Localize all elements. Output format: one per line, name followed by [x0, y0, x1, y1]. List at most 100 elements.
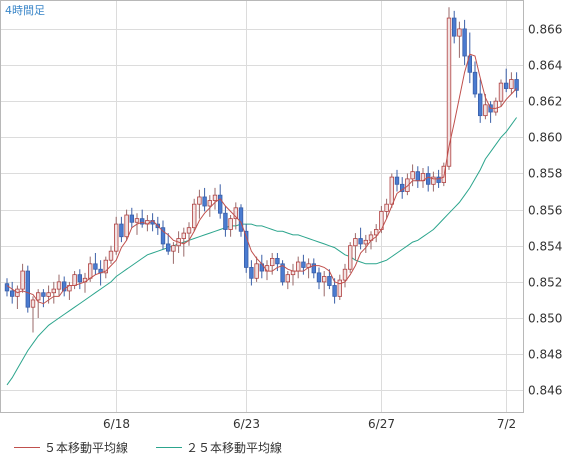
candle: [20, 263, 25, 293]
candle: [77, 269, 82, 290]
candle: [25, 265, 30, 313]
candle: [316, 267, 322, 290]
candle: [477, 79, 483, 123]
candle: [202, 187, 207, 212]
candle: [124, 209, 129, 241]
candle: [197, 189, 202, 219]
candle-body-down: [514, 79, 519, 91]
candle: [41, 289, 46, 308]
candle: [514, 72, 519, 98]
candle: [342, 263, 348, 288]
candle-body-up: [254, 263, 259, 279]
y-tick-label: 0.846: [528, 384, 562, 398]
candle-body-down: [93, 263, 98, 270]
candle-body-down: [238, 207, 244, 232]
candle-body-down: [462, 28, 467, 57]
candle: [129, 207, 134, 228]
candle: [171, 242, 176, 264]
candle: [431, 171, 436, 192]
candle: [337, 274, 342, 300]
candle: [457, 21, 462, 58]
candle-body-up: [384, 203, 389, 212]
candle-body-down: [160, 227, 166, 245]
y-tick-label: 0.856: [528, 204, 562, 218]
candle-body-up: [134, 218, 140, 223]
y-tick-label: 0.852: [528, 276, 562, 290]
y-axis-labels: 0.866 0.864 0.862 0.860 0.858 0.856 0.854 0.852…: [528, 23, 562, 398]
ma25-line: [6, 117, 518, 386]
candle-body-up: [483, 104, 488, 117]
candle: [249, 260, 254, 286]
candle: [108, 245, 114, 264]
candle: [103, 256, 108, 279]
candle-body-down: [9, 290, 15, 297]
candle: [139, 209, 145, 228]
candle-body-up: [103, 259, 108, 274]
candle: [373, 224, 379, 243]
candle: [285, 271, 290, 290]
candle-body-up: [493, 100, 498, 113]
candle-body-down: [280, 263, 285, 283]
candle-body-up: [353, 238, 358, 247]
candle: [462, 19, 467, 66]
candle: [217, 184, 223, 219]
candle-body-up: [342, 268, 348, 281]
y-tick-label: 0.850: [528, 312, 562, 326]
candle-body-down: [358, 238, 363, 245]
candle-body-down: [301, 261, 306, 268]
candle: [119, 216, 124, 243]
legend-label: ５本移動平均線: [44, 440, 128, 455]
candle-body-up: [285, 274, 290, 283]
candle-body-down: [139, 218, 145, 225]
candle: [384, 198, 389, 219]
candle-body-up: [186, 227, 192, 234]
candle-body-up: [410, 171, 415, 180]
candle-body-down: [41, 292, 46, 297]
candle: [238, 204, 244, 237]
candle-body-down: [425, 173, 431, 185]
candle-body-down: [436, 176, 441, 183]
y-tick-label: 0.848: [528, 348, 562, 362]
candle: [243, 224, 249, 273]
candle: [498, 79, 504, 107]
candle-body-down: [243, 230, 249, 268]
ma5-series: [6, 53, 517, 305]
candle: [321, 271, 327, 297]
candle-body-up: [373, 229, 379, 236]
candle: [394, 169, 400, 192]
candle: [451, 10, 457, 44]
candle-body-down: [165, 243, 171, 252]
candle-body-up: [207, 200, 212, 207]
candle-body-down: [503, 82, 509, 89]
candle-body-up: [108, 250, 114, 261]
candle: [467, 32, 472, 84]
candle: [446, 7, 452, 170]
legend-label: ２５本移動平均線: [186, 440, 282, 455]
candle-body-up: [233, 207, 238, 220]
candle: [332, 278, 337, 304]
candle-body-down: [477, 93, 483, 117]
y-tick-label: 0.860: [528, 131, 562, 145]
ma5-line: [6, 53, 517, 305]
candle: [186, 222, 192, 246]
candle-body-up: [191, 203, 197, 229]
candle-body-up: [269, 258, 275, 267]
candle: [503, 68, 509, 93]
candle: [207, 195, 212, 217]
x-tick-label: 7/2: [497, 417, 516, 431]
candle: [114, 216, 119, 255]
y-tick-label: 0.854: [528, 240, 562, 254]
candle-body-down: [217, 194, 223, 214]
candle: [509, 72, 514, 94]
candle-body-down: [249, 267, 254, 279]
candle-body-down: [451, 17, 457, 37]
candle: [275, 252, 280, 272]
candle-body-down: [77, 274, 82, 283]
candle: [228, 215, 233, 237]
candle-body-up: [347, 245, 353, 270]
candle-body-up: [51, 288, 56, 294]
candle: [165, 233, 171, 255]
